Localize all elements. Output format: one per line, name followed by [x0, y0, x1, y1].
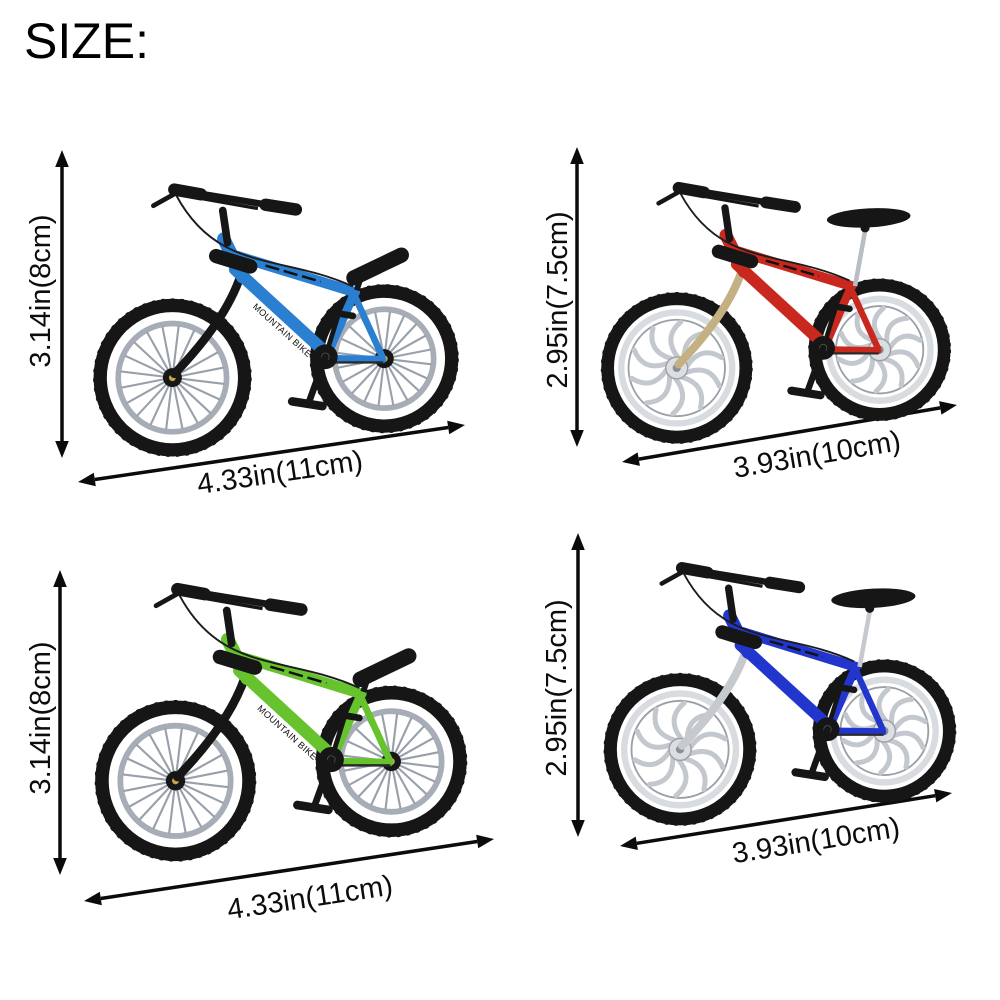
dimension-arrows: [53, 570, 494, 906]
bike-panel-bottom-left: 3.14in(8cm) 4.33in(11cm) MOUNTAIN BIKE: [20, 520, 500, 940]
bike-panel-bottom-right: 2.95in(7.5cm) 3.93in(10cm): [530, 510, 990, 885]
height-dimension-label: 2.95in(7.5cm): [542, 211, 574, 389]
page-title: SIZE:: [24, 13, 150, 69]
dimension-arrows: [571, 533, 952, 850]
dimension-arrows: [55, 150, 465, 487]
height-dimension-label: 2.95in(7.5cm): [541, 599, 573, 777]
bike-panel-top-right: 2.95in(7.5cm) 3.93in(10cm): [530, 120, 990, 485]
blue-bike-image: MOUNTAIN BIKE: [85, 158, 465, 470]
height-dimension-label: 3.14in(8cm): [25, 214, 57, 368]
green-bike-image: MOUNTAIN BIKE: [80, 566, 480, 866]
bike-panel-top-left: 3.14in(8cm) 4.33in(11cm) MOUNTAIN BIKE: [20, 130, 500, 525]
dark-blue-bike-image: [594, 546, 964, 830]
height-dimension-label: 3.14in(8cm): [25, 641, 57, 795]
red-bike-image: [592, 166, 958, 448]
